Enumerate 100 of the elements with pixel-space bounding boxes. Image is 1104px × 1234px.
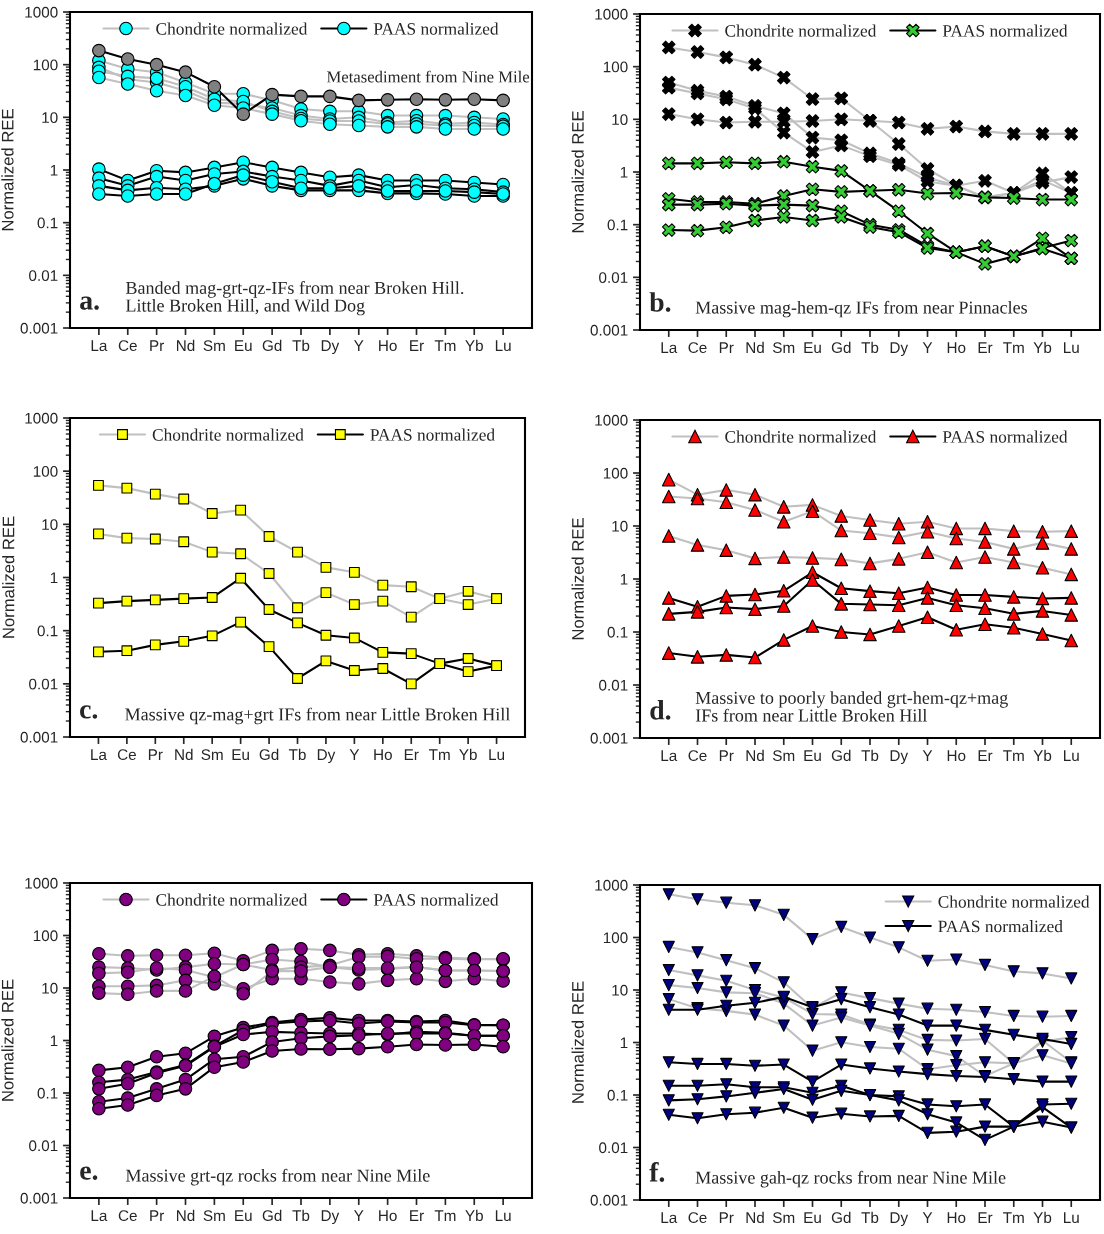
x-tick-label: Er — [978, 750, 993, 761]
y-axis-title: Normalized REE — [571, 518, 584, 640]
y-tick-label: 0.01 — [599, 679, 628, 691]
x-tick-label: Lu — [489, 749, 505, 761]
x-tick-label: La — [91, 749, 107, 761]
legend-label: Chondrite normalized — [938, 895, 1090, 908]
x-tick-label: Yb — [459, 748, 477, 761]
x-tick-label: Er — [410, 1210, 424, 1221]
x-tick-label: Lu — [1064, 1212, 1079, 1224]
x-tick-label: Pr — [719, 750, 734, 761]
legend-label: Chondrite normalized — [156, 22, 308, 35]
y-tick-label: 0.001 — [590, 324, 628, 336]
y-tick-label: 1 — [620, 167, 628, 178]
y-tick-label: 10 — [612, 984, 628, 996]
y-axis-title: Normalized REE — [1, 979, 14, 1101]
x-tick-label: Ce — [688, 342, 707, 354]
x-tick-label: Y — [922, 342, 933, 353]
y-tick-label: 100 — [33, 930, 58, 942]
x-tick-label: Sm — [772, 342, 795, 354]
legend-label: Chondrite normalized — [156, 893, 308, 906]
x-tick-label: Tb — [861, 749, 879, 762]
legend-label: Chondrite normalized — [152, 428, 304, 441]
x-tick-label: Er — [410, 340, 424, 351]
x-tick-label: Gd — [259, 748, 279, 761]
annotation: Massive to poorly banded grt-hem-qz+mag IFs from near Little Broken Hill — [695, 691, 1008, 722]
x-tick-label: Er — [404, 749, 419, 760]
y-tick-label: 0.001 — [20, 322, 58, 334]
x-tick-label: Tb — [861, 341, 879, 354]
y-tick-label: 0.001 — [590, 1194, 628, 1206]
annotation: c. — [80, 705, 98, 719]
y-tick-label: 1000 — [25, 6, 58, 18]
x-tick-label: Tm — [434, 1210, 456, 1221]
annotation: f. — [649, 1161, 665, 1182]
x-tick-label: La — [91, 340, 108, 352]
x-tick-label: Tm — [1003, 1212, 1024, 1223]
x-tick-label: Yb — [465, 1209, 483, 1222]
x-tick-label: Sm — [772, 750, 795, 762]
x-tick-label: Lu — [495, 1210, 511, 1222]
x-tick-label: Y — [349, 749, 360, 760]
x-tick-label: Pr — [150, 1210, 165, 1221]
y-tick-label: 0.1 — [37, 625, 58, 637]
y-tick-label: 100 — [603, 932, 628, 944]
x-tick-label: Lu — [495, 340, 511, 352]
y-tick-label: 10 — [612, 520, 628, 532]
x-tick-label: Ho — [947, 342, 966, 354]
x-tick-label: Sm — [203, 1210, 225, 1222]
x-tick-label: La — [91, 1210, 108, 1222]
legend-label: PAAS normalized — [942, 430, 1068, 443]
y-tick-label: 0.001 — [590, 732, 628, 744]
x-tick-label: Sm — [772, 1212, 795, 1224]
y-tick-label: 0.01 — [599, 1142, 628, 1154]
y-tick-label: 0.1 — [37, 217, 58, 229]
x-tick-label: Tb — [861, 1211, 879, 1224]
legend-label: PAAS normalized — [370, 428, 495, 441]
y-tick-label: 0.1 — [607, 1089, 628, 1101]
y-tick-label: 1 — [50, 572, 58, 584]
x-tick-label: Tm — [434, 340, 456, 351]
legend-label: PAAS normalized — [938, 920, 1063, 933]
x-tick-label: Eu — [804, 1212, 821, 1224]
x-tick-label: Yb — [1033, 341, 1052, 354]
x-tick-label: Y — [922, 750, 933, 761]
y-axis-title: Normalized REE — [2, 516, 15, 638]
x-tick-label: Ho — [379, 340, 397, 352]
x-tick-label: Ce — [118, 340, 137, 352]
annotation: b. — [649, 292, 671, 312]
annotation: Massive qz-mag+grt IFs from near Little Broken Hill — [125, 707, 510, 725]
y-tick-label: 1000 — [25, 877, 58, 889]
annotation: d. — [650, 700, 671, 720]
x-tick-label: Tm — [429, 749, 450, 760]
y-tick-label: 100 — [33, 59, 58, 71]
x-tick-label: Nd — [746, 749, 764, 762]
x-tick-label: Dy — [890, 1212, 909, 1227]
x-tick-label: Ho — [947, 750, 966, 762]
y-tick-label: 1 — [620, 1037, 628, 1049]
y-tick-label: 1000 — [595, 414, 628, 426]
annotation: e. — [80, 1166, 98, 1180]
y-tick-label: 1 — [620, 574, 628, 585]
x-tick-label: Ce — [688, 1212, 707, 1224]
x-tick-label: Eu — [235, 340, 252, 352]
y-tick-label: 100 — [603, 467, 628, 479]
y-tick-label: 0.1 — [607, 219, 628, 231]
y-tick-label: 0.1 — [607, 626, 628, 638]
x-tick-label: Tb — [292, 1209, 310, 1222]
x-tick-label: Dy — [321, 1210, 340, 1225]
x-tick-label: Sm — [203, 340, 225, 352]
y-tick-label: 0.01 — [29, 1140, 58, 1152]
x-tick-label: Ho — [947, 1212, 966, 1224]
x-tick-label: Y — [922, 1212, 933, 1223]
x-tick-label: Lu — [1064, 342, 1079, 354]
x-tick-label: La — [661, 750, 678, 762]
y-axis-title: Normalized REE — [571, 981, 584, 1103]
y-tick-label: 10 — [42, 982, 58, 994]
y-tick-label: 1000 — [595, 8, 628, 20]
x-tick-label: Nd — [176, 1209, 195, 1222]
annotation: a. — [80, 296, 99, 310]
x-tick-label: Ce — [688, 750, 707, 762]
x-tick-label: Gd — [831, 1211, 851, 1224]
x-tick-label: Pr — [148, 749, 163, 760]
y-tick-label: 1000 — [595, 879, 628, 891]
x-tick-label: Er — [978, 1212, 993, 1223]
